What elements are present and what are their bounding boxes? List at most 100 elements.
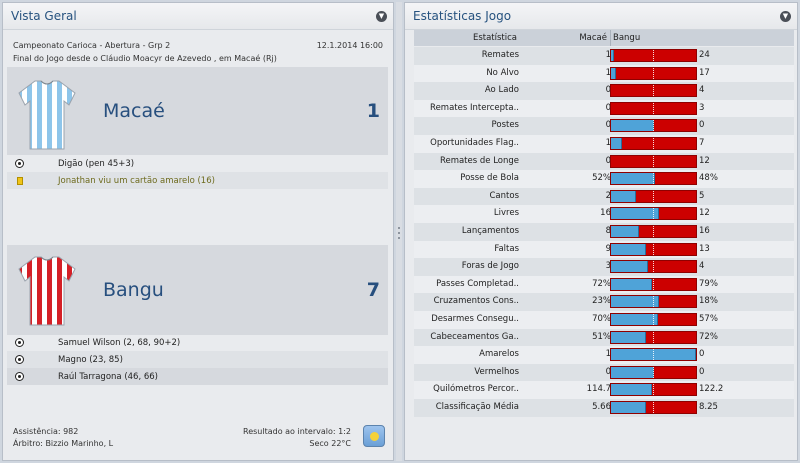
- collapse-stats-icon[interactable]: ▼: [780, 10, 791, 22]
- stat-row: Remates de Longe 0 12: [414, 152, 794, 171]
- collapse-overview-icon[interactable]: ▼: [376, 10, 387, 22]
- weather-label: Seco 22°C: [309, 439, 351, 448]
- match-stats-panel-title: Estatísticas Jogo: [413, 9, 512, 23]
- stat-home-value: 5.66: [592, 402, 611, 412]
- competition-label[interactable]: Campeonato Carioca - Abertura - Grp 2: [13, 41, 171, 50]
- home-team-score: 1: [366, 100, 380, 122]
- stat-home-value: 0: [605, 155, 611, 166]
- stat-home-value: 0: [605, 85, 611, 96]
- bar-midline: [653, 67, 654, 79]
- stat-away-value: 7: [699, 138, 705, 148]
- away-event-row: Samuel Wilson (2, 68, 90+2): [7, 334, 388, 351]
- stat-row: Desarmes Consegu.. 70% 57%: [414, 311, 794, 329]
- stat-row: Livres 16 12: [414, 205, 794, 223]
- overview-panel-title: Vista Geral: [11, 9, 77, 23]
- away-team-score: 7: [366, 279, 380, 301]
- stat-label: Passes Completad..: [436, 278, 519, 289]
- panel-splitter[interactable]: [396, 2, 402, 461]
- stat-comparison-bar: [610, 365, 697, 379]
- match-date: 12.1.2014 16:00: [316, 41, 383, 50]
- home-event-text: Jonathan viu um cartão amarelo (16): [58, 175, 215, 186]
- stat-home-value: 1: [605, 67, 611, 78]
- stat-home-value: 9: [605, 243, 611, 254]
- bar-midline: [653, 261, 654, 273]
- stat-comparison-bar: [610, 225, 697, 238]
- stat-label: Oportunidades Flag..: [430, 138, 519, 148]
- home-share-fill: [611, 261, 648, 273]
- stat-home-value: 51%: [592, 331, 611, 342]
- home-shirt-icon: [18, 80, 76, 150]
- stat-home-value: 16: [600, 208, 611, 219]
- bar-midline: [653, 243, 654, 255]
- stat-row: Posse de Bola 52% 48%: [414, 170, 794, 188]
- bar-midline: [653, 402, 654, 413]
- home-share-fill: [611, 331, 646, 343]
- stat-away-value: 8.25: [699, 402, 718, 412]
- stat-home-value: 70%: [592, 314, 611, 324]
- stat-comparison-bar: [610, 172, 697, 186]
- stat-row: Vermelhos 0 0: [414, 363, 794, 382]
- home-share-fill: [611, 138, 622, 149]
- away-event-text: Magno (23, 85): [58, 354, 123, 365]
- stat-away-value: 24: [699, 50, 710, 60]
- stat-away-value: 57%: [699, 314, 718, 324]
- stat-comparison-bar: [610, 242, 697, 256]
- bar-midline: [653, 120, 654, 132]
- stat-row: Remates Intercepta.. 0 3: [414, 99, 794, 118]
- referee[interactable]: Árbitro: Bizzio Marinho, L: [13, 439, 114, 448]
- stat-comparison-bar: [610, 207, 697, 221]
- bar-midline: [653, 155, 654, 167]
- bar-midline: [653, 296, 654, 308]
- home-share-fill: [611, 208, 659, 220]
- stat-home-value: 72%: [592, 278, 611, 289]
- bar-midline: [653, 208, 654, 220]
- away-event-text: Samuel Wilson (2, 68, 90+2): [58, 337, 181, 348]
- overview-panel: Vista Geral ▼ Campeonato Carioca - Abert…: [2, 2, 394, 461]
- stat-label: Postes: [491, 120, 519, 131]
- home-share-fill: [611, 366, 654, 378]
- away-shirt-icon: [18, 256, 76, 326]
- stat-label: Faltas: [494, 243, 519, 254]
- home-event-row: Jonathan viu um cartão amarelo (16): [7, 172, 388, 189]
- bar-midline: [653, 50, 654, 61]
- stat-away-value: 12: [699, 155, 710, 166]
- bar-midline: [653, 366, 654, 378]
- bar-midline: [653, 173, 654, 185]
- stat-away-value: 4: [699, 261, 705, 272]
- stat-away-value: 79%: [699, 278, 718, 289]
- stat-home-value: 1: [605, 349, 611, 360]
- stat-row: Faltas 9 13: [414, 240, 794, 259]
- stat-away-value: 12: [699, 208, 710, 219]
- splitter-grip-icon: [398, 232, 400, 234]
- stat-comparison-bar: [610, 277, 697, 291]
- stat-home-value: 8: [605, 226, 611, 236]
- stat-comparison-bar: [610, 348, 697, 362]
- stat-comparison-bar: [610, 154, 697, 168]
- match-info-line: Campeonato Carioca - Abertura - Grp 2 12…: [13, 41, 383, 50]
- stat-row: Quilómetros Percor.. 114.7 122.2: [414, 381, 794, 399]
- stat-label: Cantos: [489, 190, 520, 201]
- stat-row: Remates 1 24: [414, 47, 794, 65]
- stat-label: Quilómetros Percor..: [433, 384, 519, 395]
- away-team-name[interactable]: Bangu: [103, 279, 164, 301]
- home-share-fill: [611, 278, 652, 290]
- stat-comparison-bar: [610, 260, 697, 274]
- stat-row: Cabeceamentos Ga.. 51% 72%: [414, 328, 794, 347]
- stat-row: Oportunidades Flag.. 1 7: [414, 135, 794, 153]
- attendance: Assistência: 982: [13, 427, 79, 436]
- bar-midline: [653, 384, 654, 396]
- stat-row: Classificação Média 5.66 8.25: [414, 399, 794, 417]
- stat-label: No Alvo: [486, 67, 519, 78]
- stat-comparison-bar: [610, 119, 697, 133]
- match-stats-panel: Estatísticas Jogo ▼ Estatística Macaé Ba…: [404, 2, 798, 461]
- stat-comparison-bar: [610, 383, 697, 397]
- stat-away-value: 0: [699, 120, 705, 131]
- stat-comparison-bar: [610, 313, 697, 326]
- stat-away-value: 16: [699, 226, 710, 236]
- sun-icon: [370, 432, 379, 441]
- bar-midline: [653, 102, 654, 114]
- stat-label: Remates Intercepta..: [430, 102, 519, 113]
- stat-away-value: 122.2: [699, 384, 724, 395]
- match-status: Final do Jogo desde o Cláudio Moacyr de …: [13, 54, 277, 63]
- home-team-name[interactable]: Macaé: [103, 100, 165, 122]
